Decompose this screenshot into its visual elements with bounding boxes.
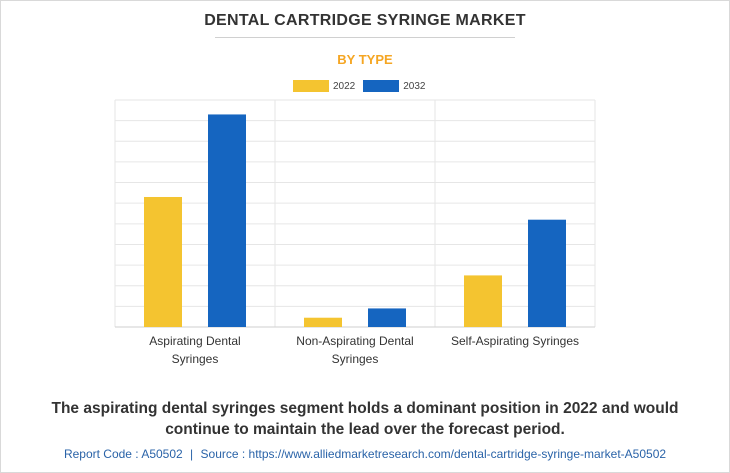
bar-2022-2 xyxy=(464,275,502,327)
bar-2022-1 xyxy=(304,317,342,327)
bar-2032-2 xyxy=(528,219,566,327)
bar-chart: Aspirating Dental SyringesNon-Aspirating … xyxy=(114,99,596,366)
category-label-line: Aspirating Dental xyxy=(149,334,240,348)
category-label-line: Syringes xyxy=(172,352,219,366)
chart-subtitle: BY TYPE xyxy=(337,52,393,67)
bar-2032-0 xyxy=(208,114,246,327)
title-divider xyxy=(215,37,515,38)
bar-2032-1 xyxy=(368,308,406,327)
chart-legend: 2022 2032 xyxy=(293,80,428,92)
bar-2022-0 xyxy=(144,196,182,327)
legend-swatch-2022 xyxy=(293,80,329,92)
chart-title: DENTAL CARTRIDGE SYRINGE MARKET xyxy=(204,12,526,29)
category-label-line: Self-Aspirating Syringes xyxy=(451,334,579,348)
footer-separator: | xyxy=(190,447,194,461)
chart-caption: The aspirating dental syringes segment h… xyxy=(51,400,679,438)
category-label-2: Self-Aspirating Syringes xyxy=(451,334,579,348)
legend-item-2022: 2022 xyxy=(293,80,355,92)
legend-swatch-2032 xyxy=(363,80,400,92)
category-label-line: Syringes xyxy=(332,352,379,366)
footer: Report Code : A50502 | Source : https://… xyxy=(0,447,730,461)
category-labels: Aspirating Dental SyringesNon-Aspirating … xyxy=(149,334,579,366)
legend-label-2032: 2032 xyxy=(403,80,426,92)
source-link[interactable]: Source : https://www.alliedmarketresearc… xyxy=(200,447,667,461)
category-label-1: Non-Aspirating Dental Syringes xyxy=(296,334,413,366)
report-code: Report Code : A50502 xyxy=(63,447,183,461)
category-label-0: Aspirating Dental Syringes xyxy=(149,334,240,366)
bars xyxy=(144,114,566,327)
category-label-line: Non-Aspirating Dental xyxy=(296,334,413,348)
legend-item-2032: 2032 xyxy=(363,80,426,92)
legend-label-2022: 2022 xyxy=(333,80,356,92)
grid-lines xyxy=(114,99,596,328)
